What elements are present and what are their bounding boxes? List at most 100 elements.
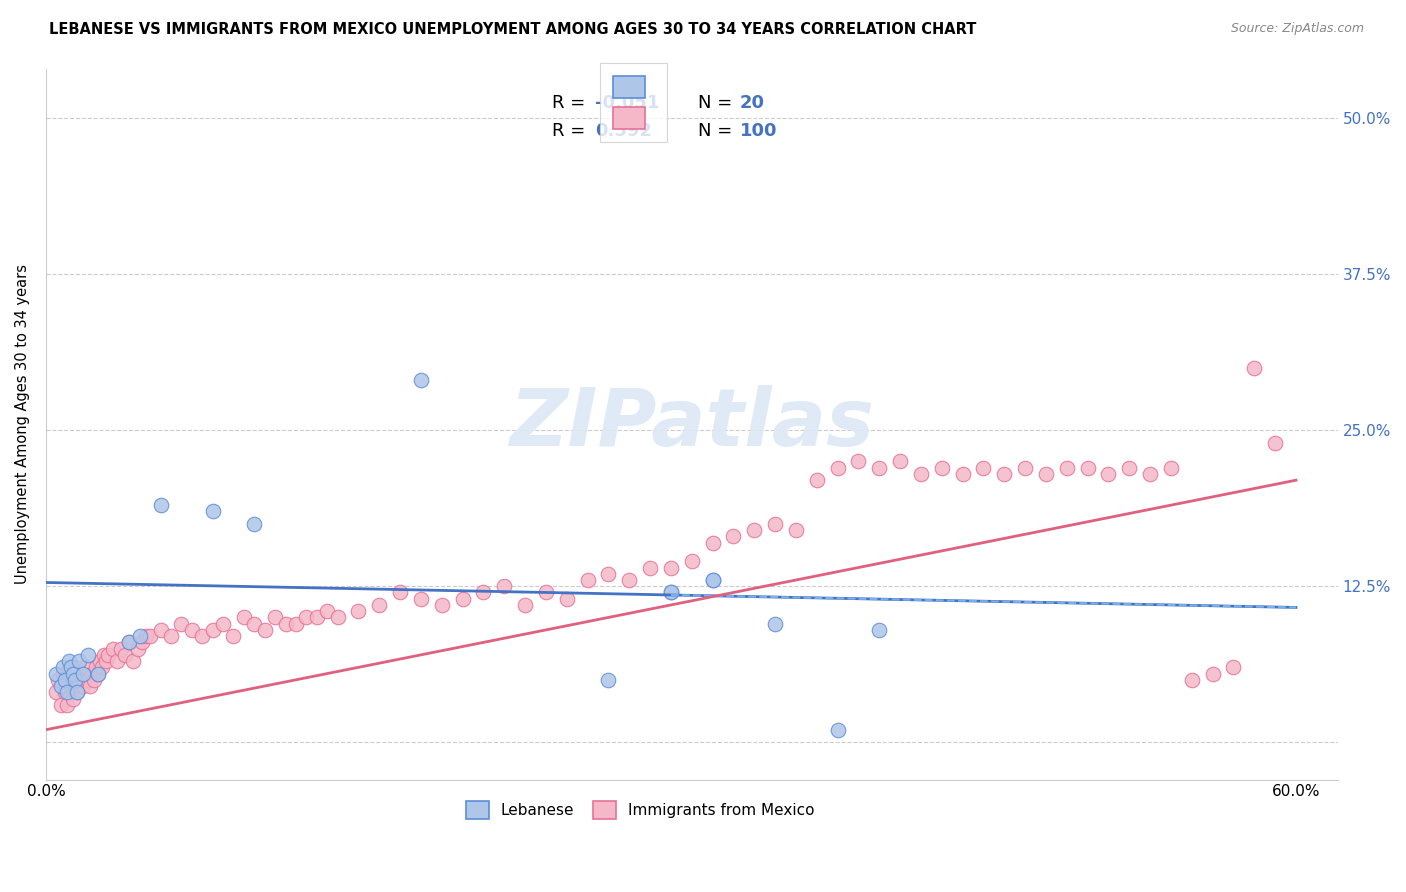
- Point: [253, 623, 276, 637]
- Point: [96, 654, 118, 668]
- Point: [91, 660, 114, 674]
- Point: [243, 616, 266, 631]
- Text: 0.592: 0.592: [595, 122, 652, 140]
- Text: R =: R =: [553, 94, 592, 112]
- Point: [534, 585, 557, 599]
- Point: [87, 666, 110, 681]
- Point: [326, 610, 349, 624]
- Point: [67, 673, 90, 687]
- Point: [702, 573, 724, 587]
- Point: [868, 460, 890, 475]
- Point: [93, 648, 115, 662]
- Point: [1118, 460, 1140, 475]
- Point: [316, 604, 339, 618]
- Point: [84, 660, 107, 674]
- Point: [305, 610, 328, 624]
- Point: [127, 641, 149, 656]
- Point: [76, 648, 98, 662]
- Text: R =: R =: [553, 122, 592, 140]
- Text: LEBANESE VS IMMIGRANTS FROM MEXICO UNEMPLOYMENT AMONG AGES 30 TO 34 YEARS CORREL: LEBANESE VS IMMIGRANTS FROM MEXICO UNEMP…: [49, 22, 977, 37]
- Point: [45, 685, 67, 699]
- Point: [63, 673, 86, 687]
- Point: [972, 460, 994, 475]
- Point: [763, 616, 786, 631]
- Point: [409, 591, 432, 606]
- Point: [87, 666, 110, 681]
- Point: [659, 585, 682, 599]
- Point: [131, 635, 153, 649]
- Point: [139, 629, 162, 643]
- Point: [785, 523, 807, 537]
- Point: [58, 685, 80, 699]
- Point: [868, 623, 890, 637]
- Point: [149, 623, 172, 637]
- Point: [80, 666, 103, 681]
- Point: [576, 573, 599, 587]
- Point: [135, 629, 157, 643]
- Point: [53, 685, 76, 699]
- Point: [191, 629, 214, 643]
- Point: [931, 460, 953, 475]
- Point: [70, 666, 93, 681]
- Point: [1139, 467, 1161, 481]
- Point: [472, 585, 495, 599]
- Point: [52, 666, 75, 681]
- Text: ZIPatlas: ZIPatlas: [509, 385, 875, 463]
- Point: [232, 610, 254, 624]
- Point: [160, 629, 183, 643]
- Point: [48, 673, 70, 687]
- Point: [742, 523, 765, 537]
- Point: [101, 641, 124, 656]
- Point: [53, 673, 76, 687]
- Point: [285, 616, 308, 631]
- Point: [274, 616, 297, 631]
- Point: [723, 529, 745, 543]
- Point: [118, 635, 141, 649]
- Point: [638, 560, 661, 574]
- Point: [66, 685, 89, 699]
- Point: [201, 623, 224, 637]
- Point: [89, 654, 111, 668]
- Point: [128, 629, 150, 643]
- Point: [1056, 460, 1078, 475]
- Point: [75, 660, 97, 674]
- Point: [79, 679, 101, 693]
- Point: [1181, 673, 1204, 687]
- Point: [56, 698, 79, 712]
- Point: [1264, 435, 1286, 450]
- Point: [58, 654, 80, 668]
- Point: [1014, 460, 1036, 475]
- Y-axis label: Unemployment Among Ages 30 to 34 years: Unemployment Among Ages 30 to 34 years: [15, 264, 30, 584]
- Point: [513, 598, 536, 612]
- Legend: Lebanese, Immigrants from Mexico: Lebanese, Immigrants from Mexico: [460, 795, 821, 825]
- Text: 20: 20: [740, 94, 765, 112]
- Point: [1160, 460, 1182, 475]
- Point: [62, 691, 84, 706]
- Point: [52, 660, 75, 674]
- Point: [212, 616, 235, 631]
- Point: [659, 585, 682, 599]
- Point: [243, 516, 266, 531]
- Point: [451, 591, 474, 606]
- Point: [1201, 666, 1223, 681]
- Point: [889, 454, 911, 468]
- Point: [62, 666, 84, 681]
- Point: [59, 673, 82, 687]
- Point: [952, 467, 974, 481]
- Point: [63, 660, 86, 674]
- Point: [598, 566, 620, 581]
- Point: [118, 635, 141, 649]
- Point: [806, 473, 828, 487]
- Point: [56, 685, 79, 699]
- Point: [848, 454, 870, 468]
- Point: [222, 629, 245, 643]
- Point: [67, 654, 90, 668]
- Point: [66, 685, 89, 699]
- Text: 100: 100: [740, 122, 778, 140]
- Point: [201, 504, 224, 518]
- Point: [105, 654, 128, 668]
- Point: [389, 585, 412, 599]
- Text: N =: N =: [699, 122, 738, 140]
- Point: [347, 604, 370, 618]
- Point: [149, 498, 172, 512]
